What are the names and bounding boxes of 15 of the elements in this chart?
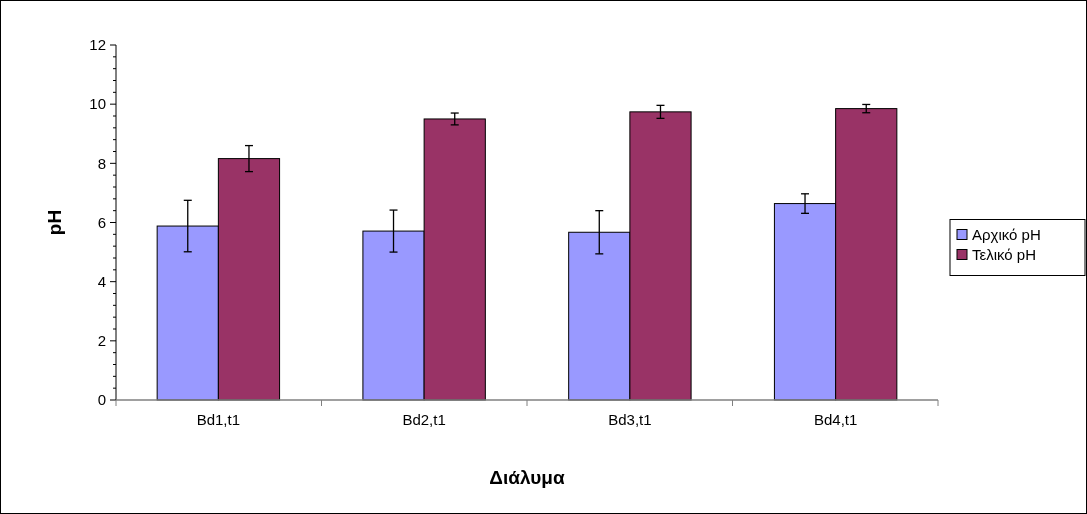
y-axis-title: pH: [44, 209, 65, 236]
x-tick-label: Bd4,t1: [813, 411, 858, 428]
y-tick-label: 4: [97, 272, 106, 290]
x-tick-label: Bd3,t1: [608, 411, 652, 428]
legend-label: Αρχικό pH: [972, 225, 1041, 243]
y-tick-label: 8: [97, 154, 106, 172]
y-tick-label: 12: [89, 36, 106, 54]
x-axis-title: Διάλυμα: [489, 467, 565, 488]
x-tick-label: Bd1,t1: [196, 411, 241, 428]
x-tick-label: Bd2,t1: [402, 411, 446, 428]
y-tick-label: 6: [97, 213, 106, 231]
y-tick-label: 0: [97, 391, 106, 409]
y-tick-label: 10: [89, 95, 106, 113]
legend-label: Τελικό pH: [972, 245, 1037, 263]
y-tick-label: 2: [97, 332, 106, 350]
